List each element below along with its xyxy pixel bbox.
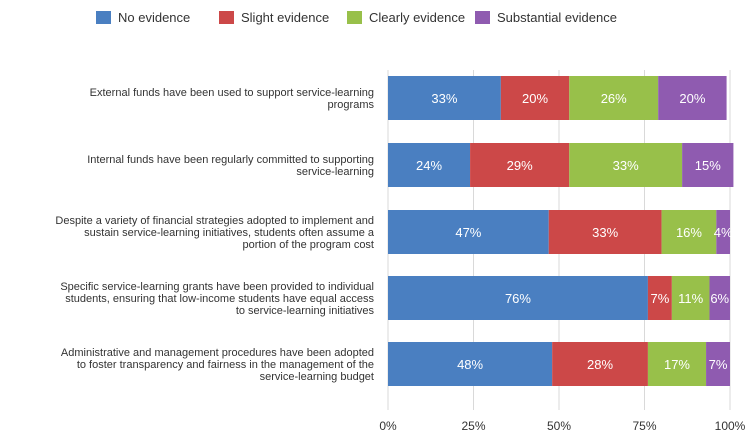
legend-label: No evidence <box>118 10 190 25</box>
data-label: 29% <box>507 158 533 173</box>
category-label: programs <box>328 99 375 111</box>
bar-segment <box>548 210 662 254</box>
bar-segment <box>661 210 717 254</box>
bar-segment <box>388 342 553 386</box>
x-axis-ticks: 0% 25% 50% 75% 100% <box>379 419 745 433</box>
x-tick-label: 25% <box>461 419 485 433</box>
data-label: 48% <box>457 357 483 372</box>
legend-label: Substantial evidence <box>497 10 617 25</box>
bar-segment <box>388 76 501 120</box>
x-tick-label: 50% <box>547 419 571 433</box>
data-label: 17% <box>664 357 690 372</box>
data-label: 47% <box>455 225 481 240</box>
category-label: Despite a variety of financial strategie… <box>55 215 374 227</box>
category-label: service-learning <box>296 166 374 178</box>
category-label: students, ensuring that low-income stude… <box>65 293 374 305</box>
bar-segment <box>552 342 648 386</box>
legend-swatch <box>96 11 111 24</box>
legend-swatch <box>347 11 362 24</box>
category-label: Administrative and management procedures… <box>61 347 374 359</box>
bars: 33% 20% 26% 20% 24% 29% 33% 15% 47% 33% 16% 4% 76% 7%… <box>388 76 734 386</box>
bar-segment <box>716 210 730 254</box>
bar-segment <box>647 276 672 320</box>
category-label: service-learning budget <box>260 371 374 383</box>
data-label: 26% <box>601 91 627 106</box>
data-label: 33% <box>431 91 457 106</box>
data-label: 20% <box>679 91 705 106</box>
x-tick-label: 0% <box>379 419 397 433</box>
bar-segment <box>682 143 734 187</box>
category-label: to foster transparency and fairness in t… <box>77 359 374 371</box>
x-tick-label: 100% <box>715 419 746 433</box>
data-label: 7% <box>709 357 728 372</box>
data-label: 33% <box>592 225 618 240</box>
data-label: 15% <box>695 158 721 173</box>
category-label: to service-learning initiatives <box>236 305 375 317</box>
data-label: 28% <box>587 357 613 372</box>
category-label: sustain service-learning initiatives, st… <box>84 227 375 239</box>
category-label: Specific service-learning grants have be… <box>60 281 374 293</box>
legend-label: Clearly evidence <box>369 10 465 25</box>
bar-segment <box>569 76 659 120</box>
x-tick-label: 75% <box>632 419 656 433</box>
category-label: Internal funds have been regularly commi… <box>87 154 374 166</box>
bar-segment <box>500 76 570 120</box>
bar-segment <box>709 276 730 320</box>
data-label: 76% <box>505 291 531 306</box>
bar-segment <box>647 342 707 386</box>
category-label: portion of the program cost <box>243 239 374 251</box>
data-label: 33% <box>613 158 639 173</box>
data-label: 4% <box>714 225 733 240</box>
data-label: 7% <box>650 291 669 306</box>
data-label: 20% <box>522 91 548 106</box>
bar-segment <box>569 143 683 187</box>
data-label: 24% <box>416 158 442 173</box>
legend-swatch <box>219 11 234 24</box>
category-label: External funds have been used to support… <box>90 87 374 99</box>
bar-segment <box>470 143 570 187</box>
data-label: 16% <box>676 225 702 240</box>
bar-segment <box>706 342 730 386</box>
category-labels: External funds have been used to support… <box>55 87 374 383</box>
bar-segment <box>388 210 549 254</box>
bar-segment <box>388 143 471 187</box>
bar-segment <box>388 276 648 320</box>
legend-label: Slight evidence <box>241 10 329 25</box>
legend-swatch <box>475 11 490 24</box>
legend: No evidence Slight evidence Clearly eviden… <box>96 10 617 25</box>
bar-segment <box>671 276 710 320</box>
bar-segment <box>658 76 727 120</box>
data-label: 6% <box>710 291 729 306</box>
data-label: 11% <box>678 291 703 306</box>
